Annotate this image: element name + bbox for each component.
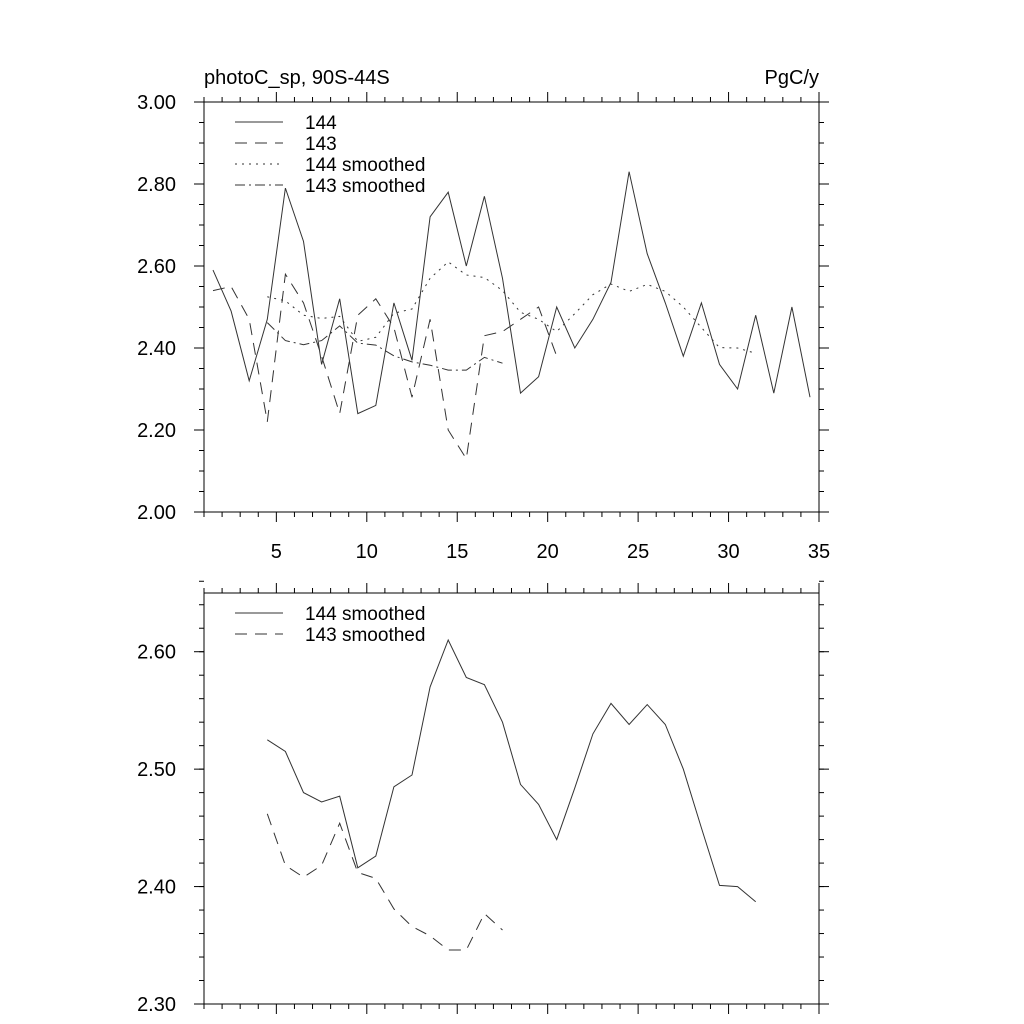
series-line-143 [212,272,558,461]
legend-label: 144 [305,113,337,134]
x-tick-label: 10 [356,541,378,563]
x-tick-label: 25 [627,541,649,563]
series-line-144-smoothed [267,261,756,354]
legend-label: 143 smoothed [305,176,425,197]
y-tick-label: 2.50 [137,759,176,781]
y-tick-label: 2.40 [137,877,176,899]
y-tick-label: 2.60 [137,642,176,664]
x-tick-label: 5 [271,541,282,563]
y-tick-label: 2.80 [137,174,176,196]
y-tick-label: 2.30 [137,994,176,1016]
x-tick-label: 15 [446,541,468,563]
y-tick-label: 2.20 [137,420,176,442]
x-tick-label: 20 [537,541,559,563]
chart-title: photoC_sp, 90S-44S [204,67,390,89]
y-tick-label: 3.00 [137,92,176,114]
x-tick-label: 30 [717,541,739,563]
y-tick-label: 2.40 [137,338,176,360]
x-tick-label: 35 [808,541,830,563]
legend-label: 144 smoothed [305,155,425,176]
plot-frame [203,592,820,1005]
series-line-144-smoothed [267,638,757,903]
units-label: PgC/y [765,67,819,89]
legend-label: 143 [305,134,337,155]
top-panel: 5 10 15 20 25 30 35 2.00 2.20 2.40 2.60 2.80 3.00 pho… [137,67,830,563]
series-line-144 [212,171,811,415]
y-tick-label: 2.00 [137,502,176,524]
legend-label: 143 smoothed [305,625,425,646]
plot-frame [203,101,820,513]
y-tick-label: 2.60 [137,256,176,278]
series-line-143-smoothed [266,813,503,951]
series-line-143-smoothed [266,322,503,371]
legend-label: 144 smoothed [305,604,425,625]
